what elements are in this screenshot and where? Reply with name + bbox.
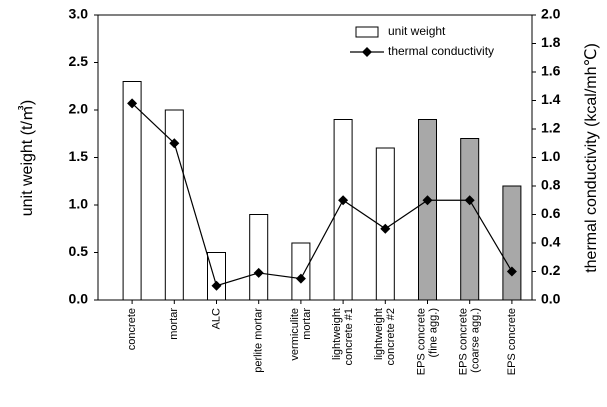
y-tick-label: 2.5 xyxy=(69,53,89,69)
marker xyxy=(338,195,349,206)
x-tick-label: mortar xyxy=(168,308,180,340)
bar xyxy=(460,138,480,301)
bar xyxy=(122,81,142,301)
y-tick-label: 1.5 xyxy=(69,148,89,164)
x-tick-label: EPS concrete xyxy=(458,308,470,375)
x-tick-label: (coarse agg.) xyxy=(470,308,482,373)
y2-tick-label: 0.2 xyxy=(541,262,561,278)
x-tick-label: EPS concrete xyxy=(415,308,427,375)
marker xyxy=(211,280,222,291)
y2-axis-title: thermal conductivity (kcal/mh℃) xyxy=(583,43,600,273)
y2-tick-label: 0.6 xyxy=(541,205,561,221)
y2-tick-label: 1.0 xyxy=(541,148,561,164)
y-tick-label: 3.0 xyxy=(69,6,89,22)
marker xyxy=(169,138,180,149)
y-tick-label: 2.0 xyxy=(69,101,89,117)
x-tick-label: (fine agg.) xyxy=(427,308,439,358)
x-tick-label: lightweight xyxy=(331,308,343,360)
y-tick-label: 1.0 xyxy=(69,196,89,212)
x-tick-label: lightweight xyxy=(373,308,385,360)
marker xyxy=(506,266,517,277)
marker xyxy=(127,98,138,109)
x-tick-label: vermiculite xyxy=(289,308,301,361)
y2-tick-label: 1.6 xyxy=(541,63,561,79)
y2-tick-label: 2.0 xyxy=(541,6,561,22)
x-tick-label: ALC xyxy=(210,308,222,329)
y2-tick-label: 1.4 xyxy=(541,91,561,107)
x-tick-label: concrete xyxy=(126,308,138,350)
y-tick-label: 0.0 xyxy=(69,291,89,307)
y2-tick-label: 0.4 xyxy=(541,234,561,250)
marker xyxy=(295,273,306,284)
bar xyxy=(333,119,353,301)
y2-tick-label: 0.0 xyxy=(541,291,561,307)
marker xyxy=(253,267,264,278)
x-tick-label: concrete #1 xyxy=(343,308,355,365)
marker xyxy=(422,195,433,206)
marker xyxy=(464,195,475,206)
legend-label: unit weight xyxy=(388,24,446,38)
x-tick-label: mortar xyxy=(301,308,313,340)
x-tick-label: EPS concrete xyxy=(506,308,518,375)
bar xyxy=(291,242,311,301)
y2-tick-label: 0.8 xyxy=(541,177,561,193)
y2-tick-label: 1.2 xyxy=(541,120,561,136)
bar xyxy=(249,214,269,301)
legend-swatch xyxy=(355,26,379,38)
legend-label: thermal conductivity xyxy=(388,44,494,58)
bar xyxy=(207,252,226,301)
bar xyxy=(418,119,437,301)
x-tick-label: concrete #2 xyxy=(385,308,397,365)
y-tick-label: 0.5 xyxy=(69,243,89,259)
x-tick-label: perlite mortar xyxy=(253,308,265,373)
y2-tick-label: 1.8 xyxy=(541,34,561,50)
legend-marker xyxy=(362,47,372,57)
line xyxy=(131,102,513,287)
bar xyxy=(502,185,522,301)
marker xyxy=(380,223,391,234)
y-axis-title: unit weight (t/㎥) xyxy=(18,100,36,217)
